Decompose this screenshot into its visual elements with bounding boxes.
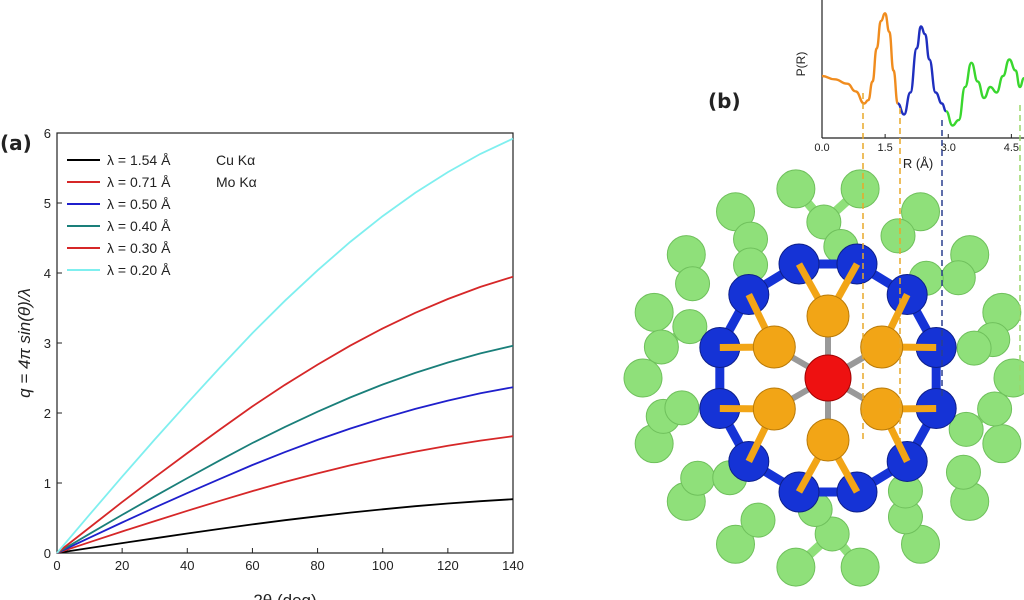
panel-b-x-axis-label: R (Å) — [903, 156, 933, 171]
outer-atom — [776, 547, 816, 587]
pr-series-0 — [821, 12, 899, 105]
outer-atom — [982, 424, 1022, 464]
y-tick-label: 4 — [44, 266, 51, 281]
inner-atom — [806, 294, 850, 338]
x-tick-label: 0 — [53, 558, 60, 573]
series-line-0 — [56, 498, 514, 554]
outer-atom — [664, 390, 700, 426]
inner-atom — [752, 325, 796, 369]
outer-atom — [993, 358, 1024, 398]
outer-atom — [740, 502, 776, 538]
outer-atom — [623, 358, 663, 398]
outer-atom — [840, 547, 880, 587]
outer-atom — [901, 192, 940, 232]
panel-b-series-lines — [821, 12, 1024, 127]
legend-label-0: λ = 1.54 Å — [107, 152, 171, 168]
b-x-tick-label: 3.0 — [941, 142, 956, 154]
outer-atom — [948, 411, 984, 447]
outer-atom — [840, 169, 880, 209]
middle-shell-atoms — [699, 243, 957, 513]
legend-label-3: λ = 0.40 Å — [107, 218, 171, 234]
outer-atom — [672, 309, 708, 345]
outer-atom — [977, 391, 1013, 427]
panel-a-legend: λ = 1.54 Å Cu Kα λ = 0.71 Å Mo Kα λ = 0.50 Å… — [67, 152, 257, 278]
panel-b-pr-chart: P(R) R (Å) 0.0 1.5 3.0 4.5 — [794, 0, 1024, 171]
x-tick-label: 60 — [245, 558, 259, 573]
panel-a-line-chart: 0 20 40 60 80 100 120 140 0 1 2 3 4 5 6 λ = 1.54 Å Cu K… — [0, 126, 524, 600]
outer-atom — [806, 204, 842, 240]
pr-series-1 — [897, 25, 947, 116]
outer-atom — [945, 454, 981, 490]
panel-a-x-axis-label: 2θ (deg) — [253, 591, 316, 600]
series-line-4 — [56, 275, 514, 554]
y-tick-label: 3 — [44, 336, 51, 351]
series-line-2 — [56, 386, 514, 554]
b-x-tick-label: 4.5 — [1004, 142, 1019, 154]
inner-atom — [860, 387, 904, 431]
panel-b-label: (b) — [708, 89, 741, 113]
y-tick-label: 6 — [44, 126, 51, 141]
outer-cage-atoms — [623, 169, 1024, 587]
series-line-1 — [56, 435, 514, 554]
center-atom — [804, 354, 852, 402]
x-tick-label: 80 — [310, 558, 324, 573]
legend-note-0: Cu Kα — [216, 152, 255, 168]
outer-atom — [814, 516, 850, 552]
y-tick-label: 1 — [44, 476, 51, 491]
inner-atom — [860, 325, 904, 369]
cluster-structure-illustration — [623, 169, 1024, 587]
outer-atom — [776, 169, 816, 209]
outer-atom — [940, 260, 976, 296]
panel-b-y-axis-label: P(R) — [794, 52, 808, 77]
outer-atom — [675, 266, 711, 302]
outer-atom — [634, 292, 674, 332]
outer-atom — [643, 329, 679, 365]
outer-atom — [680, 460, 716, 496]
legend-label-1: λ = 0.71 Å — [107, 174, 171, 190]
x-tick-label: 140 — [502, 558, 524, 573]
series-line-5 — [56, 137, 514, 554]
x-tick-label: 120 — [437, 558, 459, 573]
outer-atom — [880, 218, 916, 254]
inner-atom — [806, 418, 850, 462]
y-tick-label: 5 — [44, 196, 51, 211]
panel-a-ticks: 0 20 40 60 80 100 120 140 0 1 2 3 4 5 6 — [44, 126, 524, 573]
x-tick-label: 20 — [115, 558, 129, 573]
b-x-tick-label: 1.5 — [877, 142, 892, 154]
distance-guide-lines — [862, 93, 1021, 440]
x-tick-label: 100 — [372, 558, 394, 573]
inner-atom — [752, 387, 796, 431]
legend-label-2: λ = 0.50 Å — [107, 196, 171, 212]
b-x-tick-label: 0.0 — [814, 142, 829, 154]
x-tick-label: 40 — [180, 558, 194, 573]
legend-note-1: Mo Kα — [216, 174, 257, 190]
series-line-3 — [56, 344, 514, 554]
y-tick-label: 0 — [44, 546, 51, 561]
pr-series-2 — [945, 58, 1024, 127]
y-tick-label: 2 — [44, 406, 51, 421]
panel-a-series-lines — [56, 137, 514, 554]
legend-label-4: λ = 0.30 Å — [107, 240, 171, 256]
panel-a-label: (a) — [0, 131, 32, 155]
panel-b-ticks: 0.0 1.5 3.0 4.5 — [814, 134, 1019, 154]
panel-a-y-axis-label: q = 4π sin(θ)/λ — [15, 288, 34, 398]
outer-atom — [716, 524, 755, 564]
inner-shell — [719, 262, 937, 494]
outer-atom — [956, 330, 992, 366]
legend-label-5: λ = 0.20 Å — [107, 262, 171, 278]
